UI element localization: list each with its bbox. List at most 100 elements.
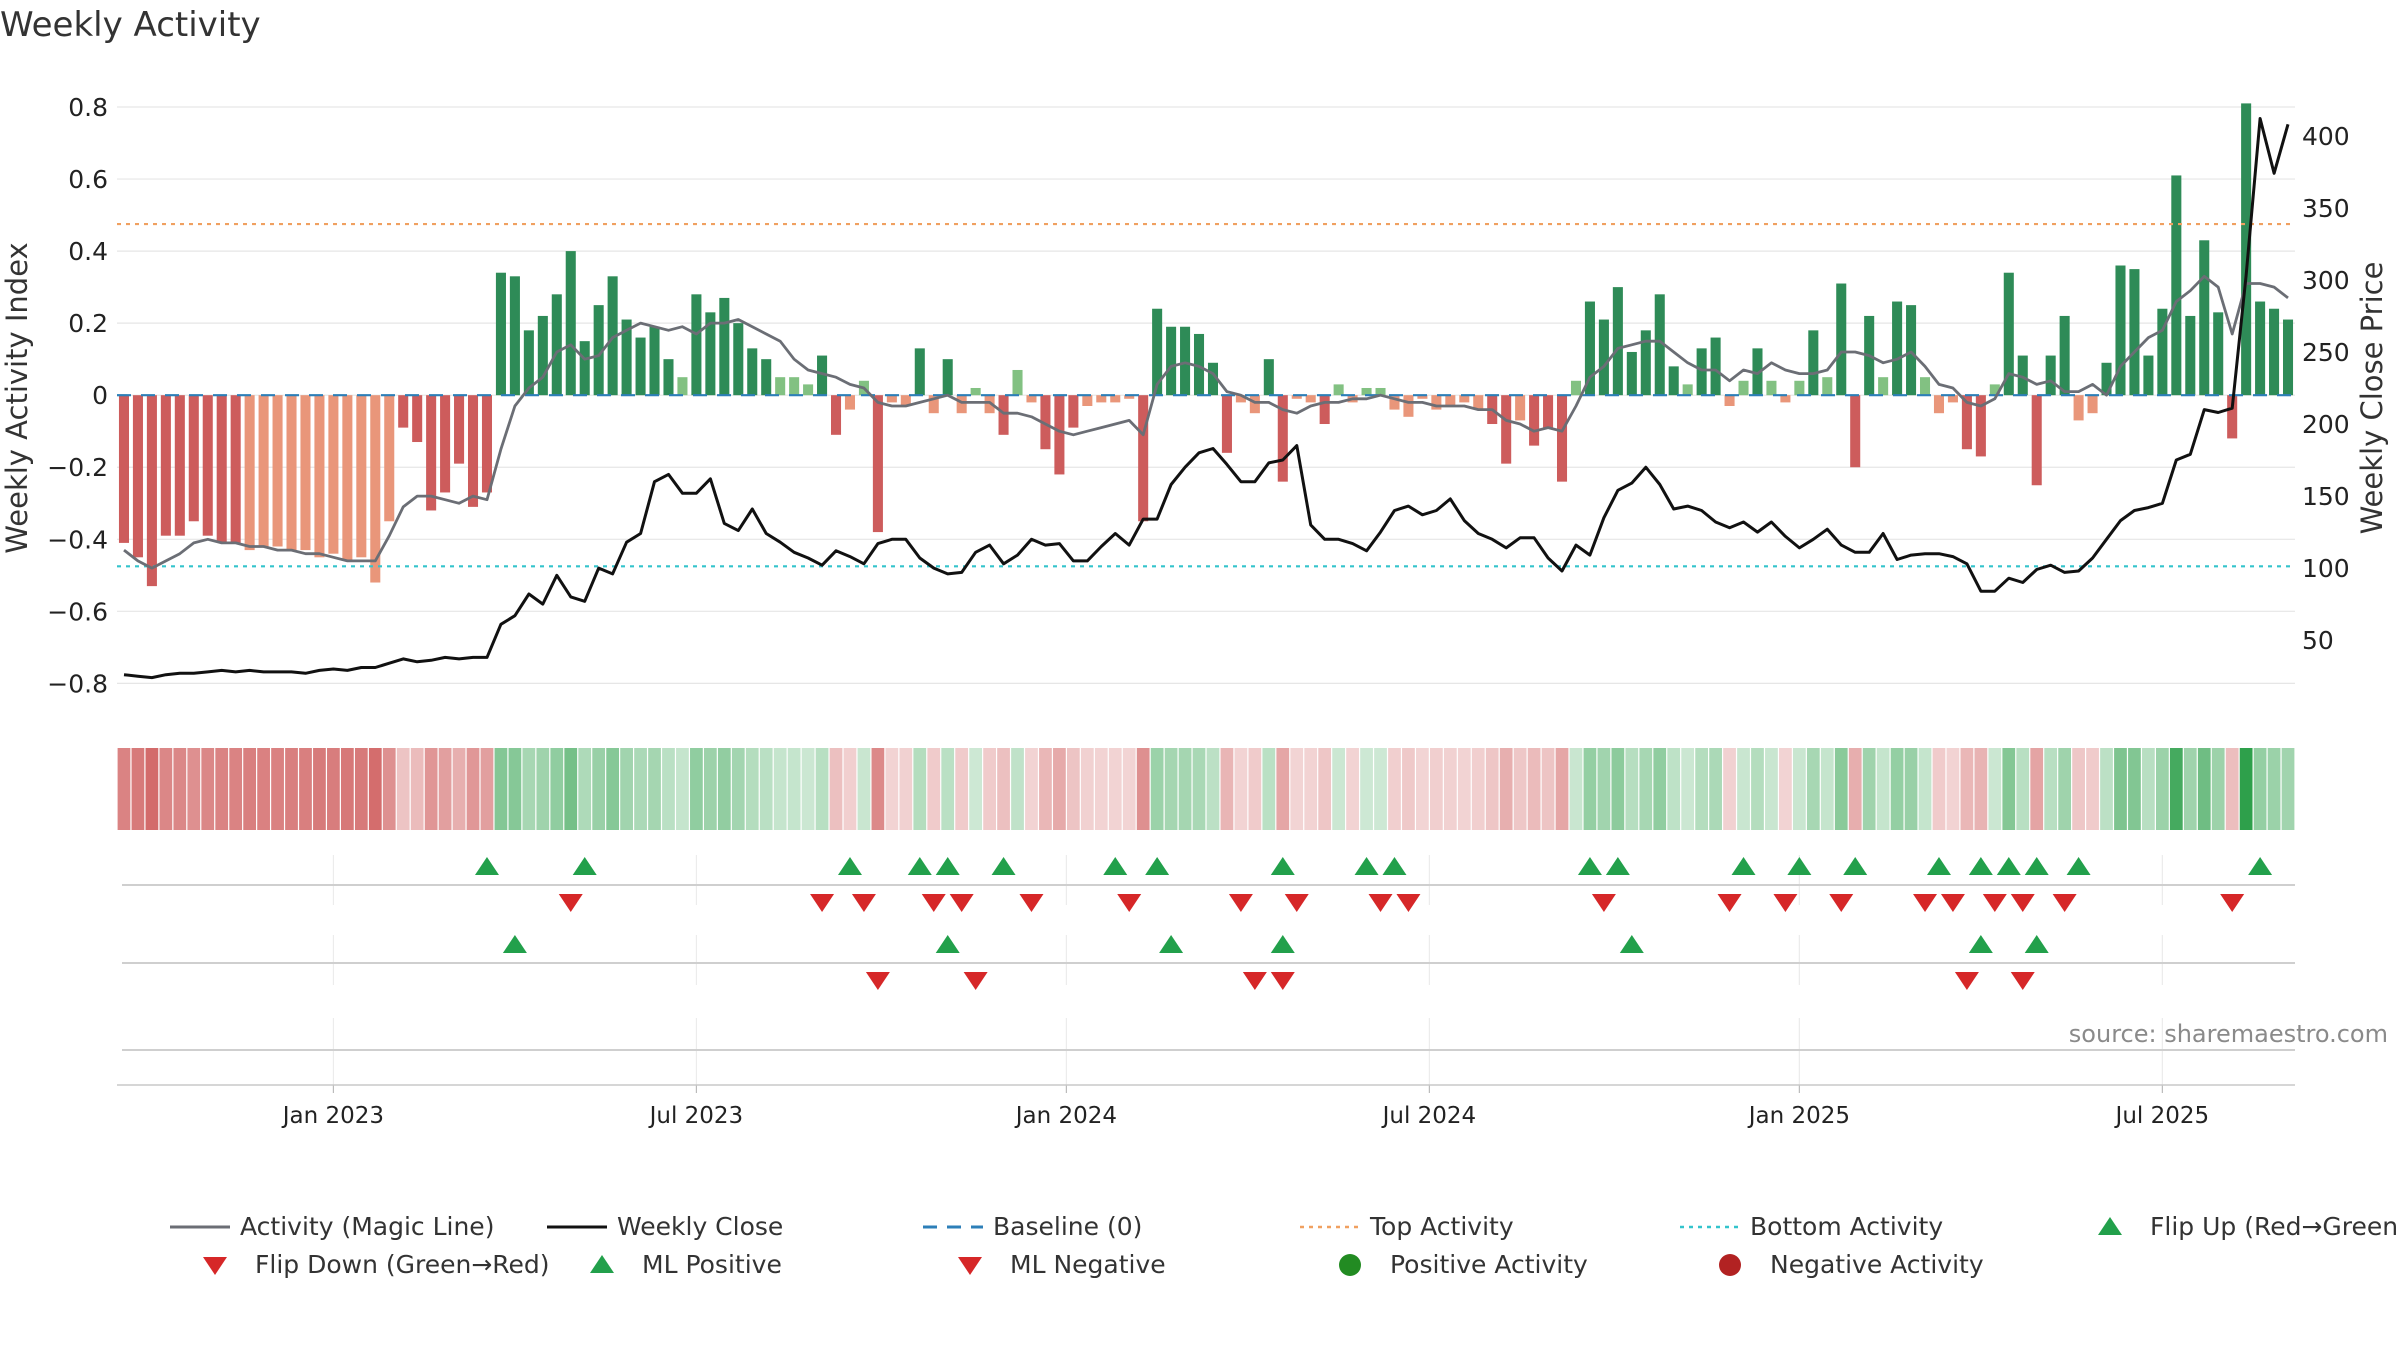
activity-bar: [1249, 395, 1260, 414]
activity-bar: [300, 395, 311, 551]
heat-cell: [1876, 748, 1890, 830]
y-tick-label: −0.2: [47, 453, 108, 482]
flip-up-marker: [2066, 857, 2091, 875]
heat-cell: [927, 748, 941, 830]
flip-up-marker: [935, 857, 960, 875]
legend-item: Baseline (0): [923, 1212, 1142, 1241]
activity-bar: [984, 395, 995, 414]
activity-bar: [1515, 395, 1526, 421]
activity-bar: [1417, 395, 1428, 399]
legend-label: Positive Activity: [1390, 1250, 1588, 1279]
activity-bar: [2087, 395, 2098, 414]
heat-cell: [1765, 748, 1778, 830]
flip-down-marker: [1019, 894, 1044, 912]
heat-cell: [1402, 748, 1415, 830]
activity-bar: [1808, 330, 1819, 396]
flip-up-marker: [1731, 857, 1756, 875]
activity-bar: [663, 359, 674, 396]
activity-bar: [1319, 395, 1330, 425]
heat-cell: [1011, 748, 1024, 830]
flip-up-marker: [2024, 857, 2049, 875]
legend-item: Negative Activity: [1719, 1250, 1984, 1279]
activity-bar: [635, 337, 646, 396]
heat-cell: [187, 748, 201, 830]
heat-cell: [955, 748, 969, 830]
heat-cell: [354, 748, 368, 830]
activity-bar: [188, 395, 199, 522]
heat-cell: [1904, 748, 1918, 830]
activity-bar: [1207, 362, 1219, 396]
activity-bar: [244, 395, 255, 551]
ml-positive-marker: [1270, 935, 1295, 953]
activity-bar: [1291, 395, 1302, 399]
activity-bar: [1263, 359, 1274, 396]
activity-bar: [1570, 380, 1582, 396]
legend-item: Top Activity: [1300, 1212, 1514, 1241]
y-tick-label: 0.4: [68, 237, 108, 266]
heat-cell: [745, 748, 759, 830]
heat-cell: [690, 748, 703, 830]
activity-bar: [1221, 395, 1232, 453]
activity-bar: [523, 330, 534, 396]
heat-cell: [1066, 748, 1080, 830]
activity-bar: [900, 395, 911, 406]
activity-bar: [2115, 265, 2126, 396]
activity-bar: [2031, 395, 2042, 486]
heat-cell: [717, 748, 731, 830]
activity-bar: [1584, 301, 1595, 396]
heat-cell: [299, 748, 312, 830]
activity-bar: [1375, 387, 1386, 396]
activity-bar: [579, 341, 590, 396]
activity-bar: [146, 395, 157, 587]
activity-bar: [1738, 380, 1749, 396]
activity-bar: [2129, 269, 2140, 396]
y2-tick-label: 200: [2302, 410, 2350, 439]
legend-label: Top Activity: [1369, 1212, 1514, 1241]
legend-label: Bottom Activity: [1750, 1212, 1943, 1241]
heat-cell: [857, 748, 871, 830]
activity-bar: [454, 395, 465, 464]
flip-down-marker: [1913, 894, 1938, 912]
activity-bar: [2073, 395, 2084, 421]
flip-up-marker: [2248, 857, 2273, 875]
heat-cell: [494, 748, 508, 830]
heat-cell: [2128, 748, 2141, 830]
flip-up-marker: [1145, 857, 1170, 875]
legend-item: Flip Up (Red→Green): [2098, 1212, 2400, 1241]
flip-up-marker: [1270, 857, 1295, 875]
legend-swatch: [1339, 1254, 1361, 1276]
activity-bar: [733, 323, 744, 396]
heat-cell: [815, 748, 829, 830]
legend-item: Activity (Magic Line): [170, 1212, 494, 1241]
heat-cell: [2030, 748, 2044, 830]
activity-bar: [1180, 326, 1191, 396]
flip-down-marker: [949, 894, 974, 912]
heat-cell: [1094, 748, 1108, 830]
activity-bar: [1710, 337, 1721, 396]
heat-cell: [550, 748, 564, 830]
activity-bar: [1096, 395, 1107, 403]
activity-bar: [817, 355, 828, 396]
heat-cell: [676, 748, 689, 830]
flip-up-marker: [1968, 857, 1993, 875]
activity-bar: [551, 294, 562, 396]
activity-bar: [1138, 395, 1149, 522]
activity-bar: [649, 326, 660, 396]
x-tick-label: Jan 2023: [281, 1103, 384, 1129]
heat-cell: [1360, 748, 1373, 830]
activity-bar: [970, 387, 981, 396]
activity-bar: [1906, 305, 1917, 396]
heat-cell: [899, 748, 913, 830]
y-tick-label: −0.8: [47, 669, 108, 698]
flip-up-marker: [474, 857, 499, 875]
ml-negative-marker: [1270, 972, 1295, 990]
y2-tick-label: 50: [2302, 626, 2334, 655]
ml-positive-marker: [935, 935, 960, 953]
heat-cell: [1178, 748, 1192, 830]
y-tick-label: −0.4: [47, 525, 108, 554]
activity-bar: [1473, 395, 1484, 410]
activity-bar: [426, 395, 437, 511]
y-tick-label: 0: [92, 381, 108, 410]
heat-cell: [1974, 748, 1988, 830]
heat-cell: [1025, 748, 1038, 830]
